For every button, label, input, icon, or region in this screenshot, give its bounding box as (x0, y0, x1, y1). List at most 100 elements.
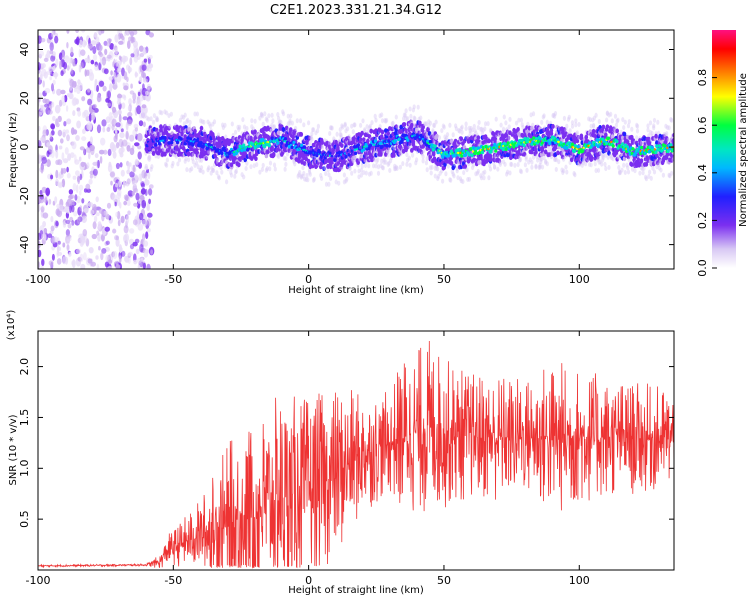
spectrogram-noise-blob (95, 255, 99, 260)
spectrogram-halo-blob (505, 171, 509, 177)
spectrogram-band-blob (584, 134, 589, 140)
spectrogram-noise-blob (147, 154, 152, 162)
spectrogram-noise-blob (66, 42, 69, 49)
spectrogram-halo-blob (644, 176, 649, 182)
spectrogram-halo-blob (534, 164, 538, 170)
spectrogram-noise-blob (65, 219, 71, 224)
spectrogram-noise-blob (79, 62, 84, 70)
spectrogram-band-blob (390, 126, 395, 132)
spectrogram-noise-blob (89, 209, 95, 215)
spectrogram-core-blob (333, 158, 337, 162)
spectrogram-noise-blob (106, 102, 112, 107)
spectrogram-halo-blob (416, 104, 420, 110)
spectrogram-noise-blob (146, 263, 151, 269)
spectrogram-halo-blob (570, 120, 575, 126)
spectrogram-halo-blob (667, 172, 671, 178)
spectrogram-noise-blob (58, 99, 63, 107)
spectrogram-halo-blob (282, 155, 286, 161)
spectrogram-halo-blob (258, 115, 262, 121)
spectrogram-noise-blob (65, 105, 69, 112)
spectrogram-noise-blob (39, 190, 43, 195)
spectrogram-halo-blob (564, 127, 568, 133)
spectrogram-core-blob (501, 147, 505, 152)
spectrogram-halo-blob (509, 161, 513, 167)
spectrogram-halo-blob (359, 167, 363, 173)
spectrogram-halo-blob (648, 130, 653, 135)
spectrogram-band-blob (199, 125, 204, 131)
spectrogram-noise-blob (104, 226, 111, 232)
spectrogram-noise-blob (144, 106, 148, 114)
spectrogram-halo-blob (253, 118, 257, 124)
spectrogram-peak-blob (629, 149, 632, 152)
spectrogram-halo-blob (398, 151, 402, 157)
spectrogram-core-blob (477, 146, 481, 150)
spectrogram-halo-blob (272, 124, 276, 130)
spectrogram-halo-blob (608, 145, 612, 151)
spectrogram-noise-blob (112, 61, 115, 68)
spectrogram-halo-blob (320, 143, 324, 149)
spectrogram-halo-blob (540, 119, 544, 125)
spectrogram-halo-blob (494, 116, 498, 122)
spectrogram-noise-blob (101, 56, 107, 66)
spectrogram-core-blob (203, 139, 207, 144)
spectrogram-core-blob (319, 155, 324, 159)
spectrogram-halo-blob (186, 117, 190, 123)
spectrogram-noise-blob (145, 95, 149, 101)
spectrogram-noise-blob (81, 30, 86, 33)
spectrogram-noise-blob (127, 40, 131, 49)
spectrogram-noise-blob (127, 210, 131, 216)
spectrogram-noise-blob (72, 183, 77, 192)
spectrogram-halo-blob (190, 166, 194, 172)
spectrogram-halo-blob (389, 158, 393, 164)
spectrogram-halo-blob (476, 168, 480, 174)
spectrogram-halo-blob (177, 157, 182, 163)
spectrogram-peak-blob (159, 139, 162, 143)
spectrogram-noise-blob (72, 97, 78, 106)
spectrogram-halo-blob (474, 130, 478, 136)
spectrogram-halo-blob (626, 169, 631, 175)
spectrogram-noise-blob (118, 147, 124, 155)
spectrogram-band-blob (644, 161, 649, 167)
spectrogram-halo-blob (412, 115, 416, 121)
spectrogram-halo-blob (460, 124, 464, 130)
spectrogram-halo-blob (207, 149, 211, 155)
spectrogram-peak-blob (454, 152, 458, 155)
spectrogram-halo-blob (182, 121, 186, 127)
spectrogram-peak-blob (398, 138, 402, 141)
spectrogram-halo-blob (574, 122, 578, 128)
spectrogram-noise-blob (61, 53, 65, 60)
spectrogram-halo-blob (609, 111, 613, 117)
spectrogram-noise-blob (76, 120, 81, 129)
spectrogram-noise-blob (43, 227, 48, 234)
spectrogram-band-blob (647, 140, 652, 145)
spectrogram-band-blob (576, 135, 580, 140)
spectrogram-noise-blob (86, 162, 90, 169)
spectrogram-noise-blob (127, 251, 133, 257)
spectrogram-halo-blob (232, 136, 236, 142)
spectrogram-halo-blob (353, 122, 357, 128)
spectrogram-noise-blob (50, 215, 54, 223)
spectrogram-noise-blob (100, 58, 103, 65)
spectrogram-halo-blob (650, 130, 654, 136)
spectrogram-halo-blob (607, 165, 611, 170)
spectrogram-halo-blob (160, 110, 164, 116)
spectrogram-halo-blob (557, 159, 561, 165)
spectrogram-band-blob (151, 150, 156, 156)
spectrogram-halo-blob (536, 157, 540, 163)
spectrogram-halo-blob (638, 170, 642, 176)
spectrogram-core-blob (506, 141, 510, 145)
spectrogram-noise-blob (75, 170, 80, 176)
spectrogram-halo-blob (279, 119, 283, 125)
spectrogram-noise-blob (88, 247, 94, 254)
spectrogram-noise-blob (80, 263, 86, 269)
colorbar-label: Normalized spectral amplitude (738, 73, 749, 227)
spectrogram-noise-blob (106, 127, 111, 132)
spectrogram-noise-blob (41, 258, 45, 267)
spectrogram-core-blob (157, 141, 162, 146)
spectrogram-halo-blob (267, 113, 271, 119)
spectrogram-band-blob (524, 145, 528, 151)
spectrogram-band-blob (569, 157, 574, 163)
spectrogram-noise-blob (79, 253, 84, 262)
spectrogram-halo-blob (488, 163, 492, 168)
spectrogram-halo-blob (225, 179, 229, 185)
